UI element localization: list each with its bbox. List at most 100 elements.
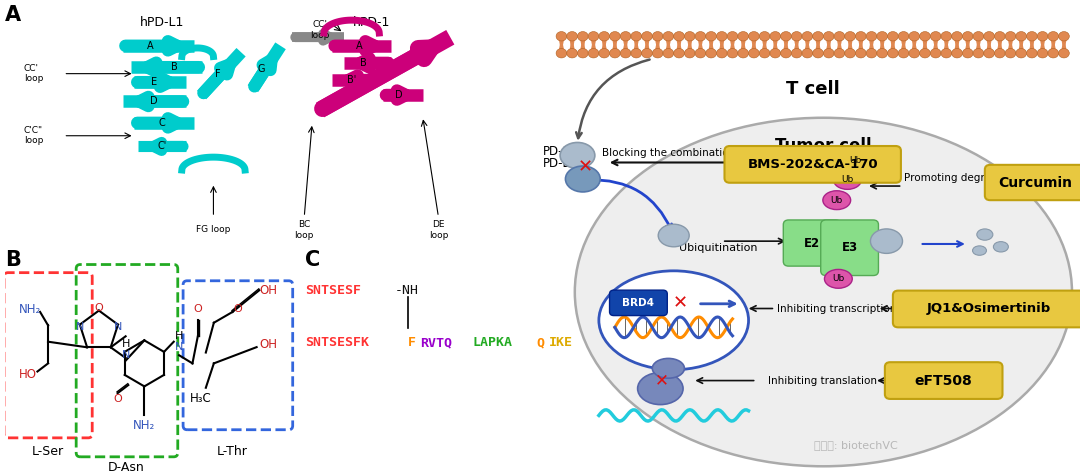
Circle shape: [716, 32, 727, 41]
Circle shape: [792, 49, 802, 58]
FancyBboxPatch shape: [893, 291, 1080, 327]
Text: eFT508: eFT508: [915, 374, 973, 388]
Circle shape: [855, 49, 866, 58]
Text: ✕: ✕: [654, 372, 669, 390]
Circle shape: [642, 32, 652, 41]
Circle shape: [620, 49, 631, 58]
Circle shape: [631, 32, 642, 41]
Circle shape: [663, 32, 674, 41]
Circle shape: [834, 49, 845, 58]
Circle shape: [920, 49, 930, 58]
Text: ✕: ✕: [578, 158, 593, 176]
Text: A: A: [5, 5, 22, 24]
Text: Tumor cell: Tumor cell: [775, 137, 872, 154]
FancyBboxPatch shape: [885, 362, 1002, 399]
Circle shape: [1048, 32, 1058, 41]
Ellipse shape: [561, 143, 595, 169]
Circle shape: [567, 32, 578, 41]
Circle shape: [930, 49, 941, 58]
Ellipse shape: [658, 224, 689, 247]
Circle shape: [866, 32, 877, 41]
Circle shape: [1037, 32, 1048, 41]
Circle shape: [845, 32, 855, 41]
Circle shape: [920, 32, 930, 41]
Circle shape: [663, 49, 674, 58]
Text: B: B: [5, 250, 22, 269]
Circle shape: [609, 32, 620, 41]
Text: PD-1: PD-1: [543, 145, 570, 158]
Circle shape: [973, 49, 984, 58]
FancyBboxPatch shape: [783, 220, 841, 266]
Circle shape: [738, 49, 748, 58]
Circle shape: [631, 49, 642, 58]
Circle shape: [1016, 32, 1026, 41]
Circle shape: [770, 32, 781, 41]
Circle shape: [674, 49, 685, 58]
Circle shape: [962, 32, 973, 41]
Circle shape: [598, 32, 609, 41]
Text: Ubiquitination: Ubiquitination: [679, 243, 757, 252]
FancyBboxPatch shape: [985, 165, 1080, 200]
Circle shape: [866, 49, 877, 58]
Circle shape: [759, 49, 770, 58]
Circle shape: [620, 32, 631, 41]
Text: ✕: ✕: [673, 295, 688, 313]
Circle shape: [888, 32, 899, 41]
Circle shape: [1058, 32, 1069, 41]
Text: Blocking the combination: Blocking the combination: [602, 148, 735, 158]
Circle shape: [813, 32, 823, 41]
Text: Inhibiting translation: Inhibiting translation: [768, 375, 877, 386]
Text: Curcumin: Curcumin: [999, 176, 1072, 190]
Text: JQ1&Osimertinib: JQ1&Osimertinib: [927, 302, 1051, 316]
Ellipse shape: [598, 271, 748, 370]
Circle shape: [1026, 49, 1037, 58]
Circle shape: [706, 49, 716, 58]
Circle shape: [1016, 49, 1026, 58]
Circle shape: [1037, 49, 1048, 58]
Circle shape: [642, 49, 652, 58]
Circle shape: [802, 32, 813, 41]
Circle shape: [855, 32, 866, 41]
Ellipse shape: [824, 269, 852, 288]
Text: Promoting degradation: Promoting degradation: [904, 173, 1024, 183]
Circle shape: [941, 32, 951, 41]
Circle shape: [1026, 32, 1037, 41]
Circle shape: [1058, 49, 1069, 58]
Circle shape: [578, 49, 589, 58]
Circle shape: [995, 32, 1005, 41]
Circle shape: [984, 32, 995, 41]
Circle shape: [813, 49, 823, 58]
Circle shape: [716, 49, 727, 58]
Ellipse shape: [841, 151, 869, 170]
Text: T cell: T cell: [786, 80, 839, 98]
Circle shape: [685, 49, 696, 58]
Circle shape: [727, 32, 738, 41]
Circle shape: [834, 32, 845, 41]
Circle shape: [781, 32, 792, 41]
Circle shape: [951, 32, 962, 41]
Ellipse shape: [994, 242, 1009, 252]
Ellipse shape: [652, 358, 685, 378]
Circle shape: [685, 32, 696, 41]
Text: Ub: Ub: [831, 195, 842, 205]
Circle shape: [877, 32, 888, 41]
Text: C: C: [305, 250, 320, 269]
Circle shape: [609, 49, 620, 58]
Text: Ub: Ub: [841, 175, 853, 185]
Text: BRD4: BRD4: [622, 298, 654, 308]
Ellipse shape: [575, 118, 1072, 466]
Text: 微信号: biotechVC: 微信号: biotechVC: [813, 440, 897, 450]
Circle shape: [899, 32, 909, 41]
Ellipse shape: [823, 191, 851, 210]
Circle shape: [748, 49, 759, 58]
Ellipse shape: [834, 171, 862, 189]
Circle shape: [1005, 32, 1016, 41]
Ellipse shape: [870, 229, 903, 253]
FancyBboxPatch shape: [725, 146, 901, 183]
Circle shape: [792, 32, 802, 41]
Ellipse shape: [566, 166, 600, 192]
Text: E3: E3: [841, 241, 858, 254]
Circle shape: [899, 49, 909, 58]
Circle shape: [652, 49, 663, 58]
Circle shape: [930, 32, 941, 41]
